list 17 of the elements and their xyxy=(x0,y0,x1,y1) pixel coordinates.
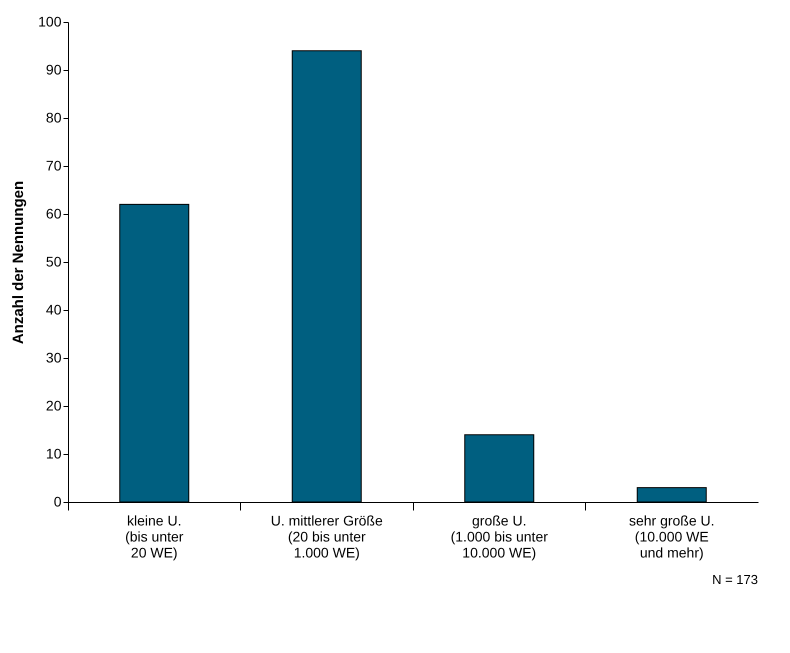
x-tick-label: kleine U. (bis unter 20 WE) xyxy=(125,512,184,560)
y-tick-label: 70 xyxy=(46,158,62,174)
y-tick-label: 10 xyxy=(46,446,62,462)
x-tick-label: sehr große U. (10.000 WE und mehr) xyxy=(628,512,715,560)
y-tick-label: 40 xyxy=(46,302,62,318)
y-tick-label: 90 xyxy=(46,62,62,78)
y-tick-label: 0 xyxy=(54,494,62,510)
y-tick-label: 50 xyxy=(46,254,62,270)
x-tick-label: große U. (1.000 bis unter 10.000 WE) xyxy=(450,512,548,560)
text: N = 173 xyxy=(712,572,758,587)
y-tick-label: 100 xyxy=(38,14,62,30)
y-axis-title: Anzahl der Nennungen xyxy=(10,180,28,344)
y-tick-label: 20 xyxy=(46,398,62,414)
y-tick-label: 30 xyxy=(46,350,62,366)
x-tick-label: U. mittlerer Größe (20 bis unter 1.000 WE) xyxy=(270,512,383,560)
y-tick-label: 60 xyxy=(46,206,62,222)
y-tick-label: 80 xyxy=(46,110,62,126)
